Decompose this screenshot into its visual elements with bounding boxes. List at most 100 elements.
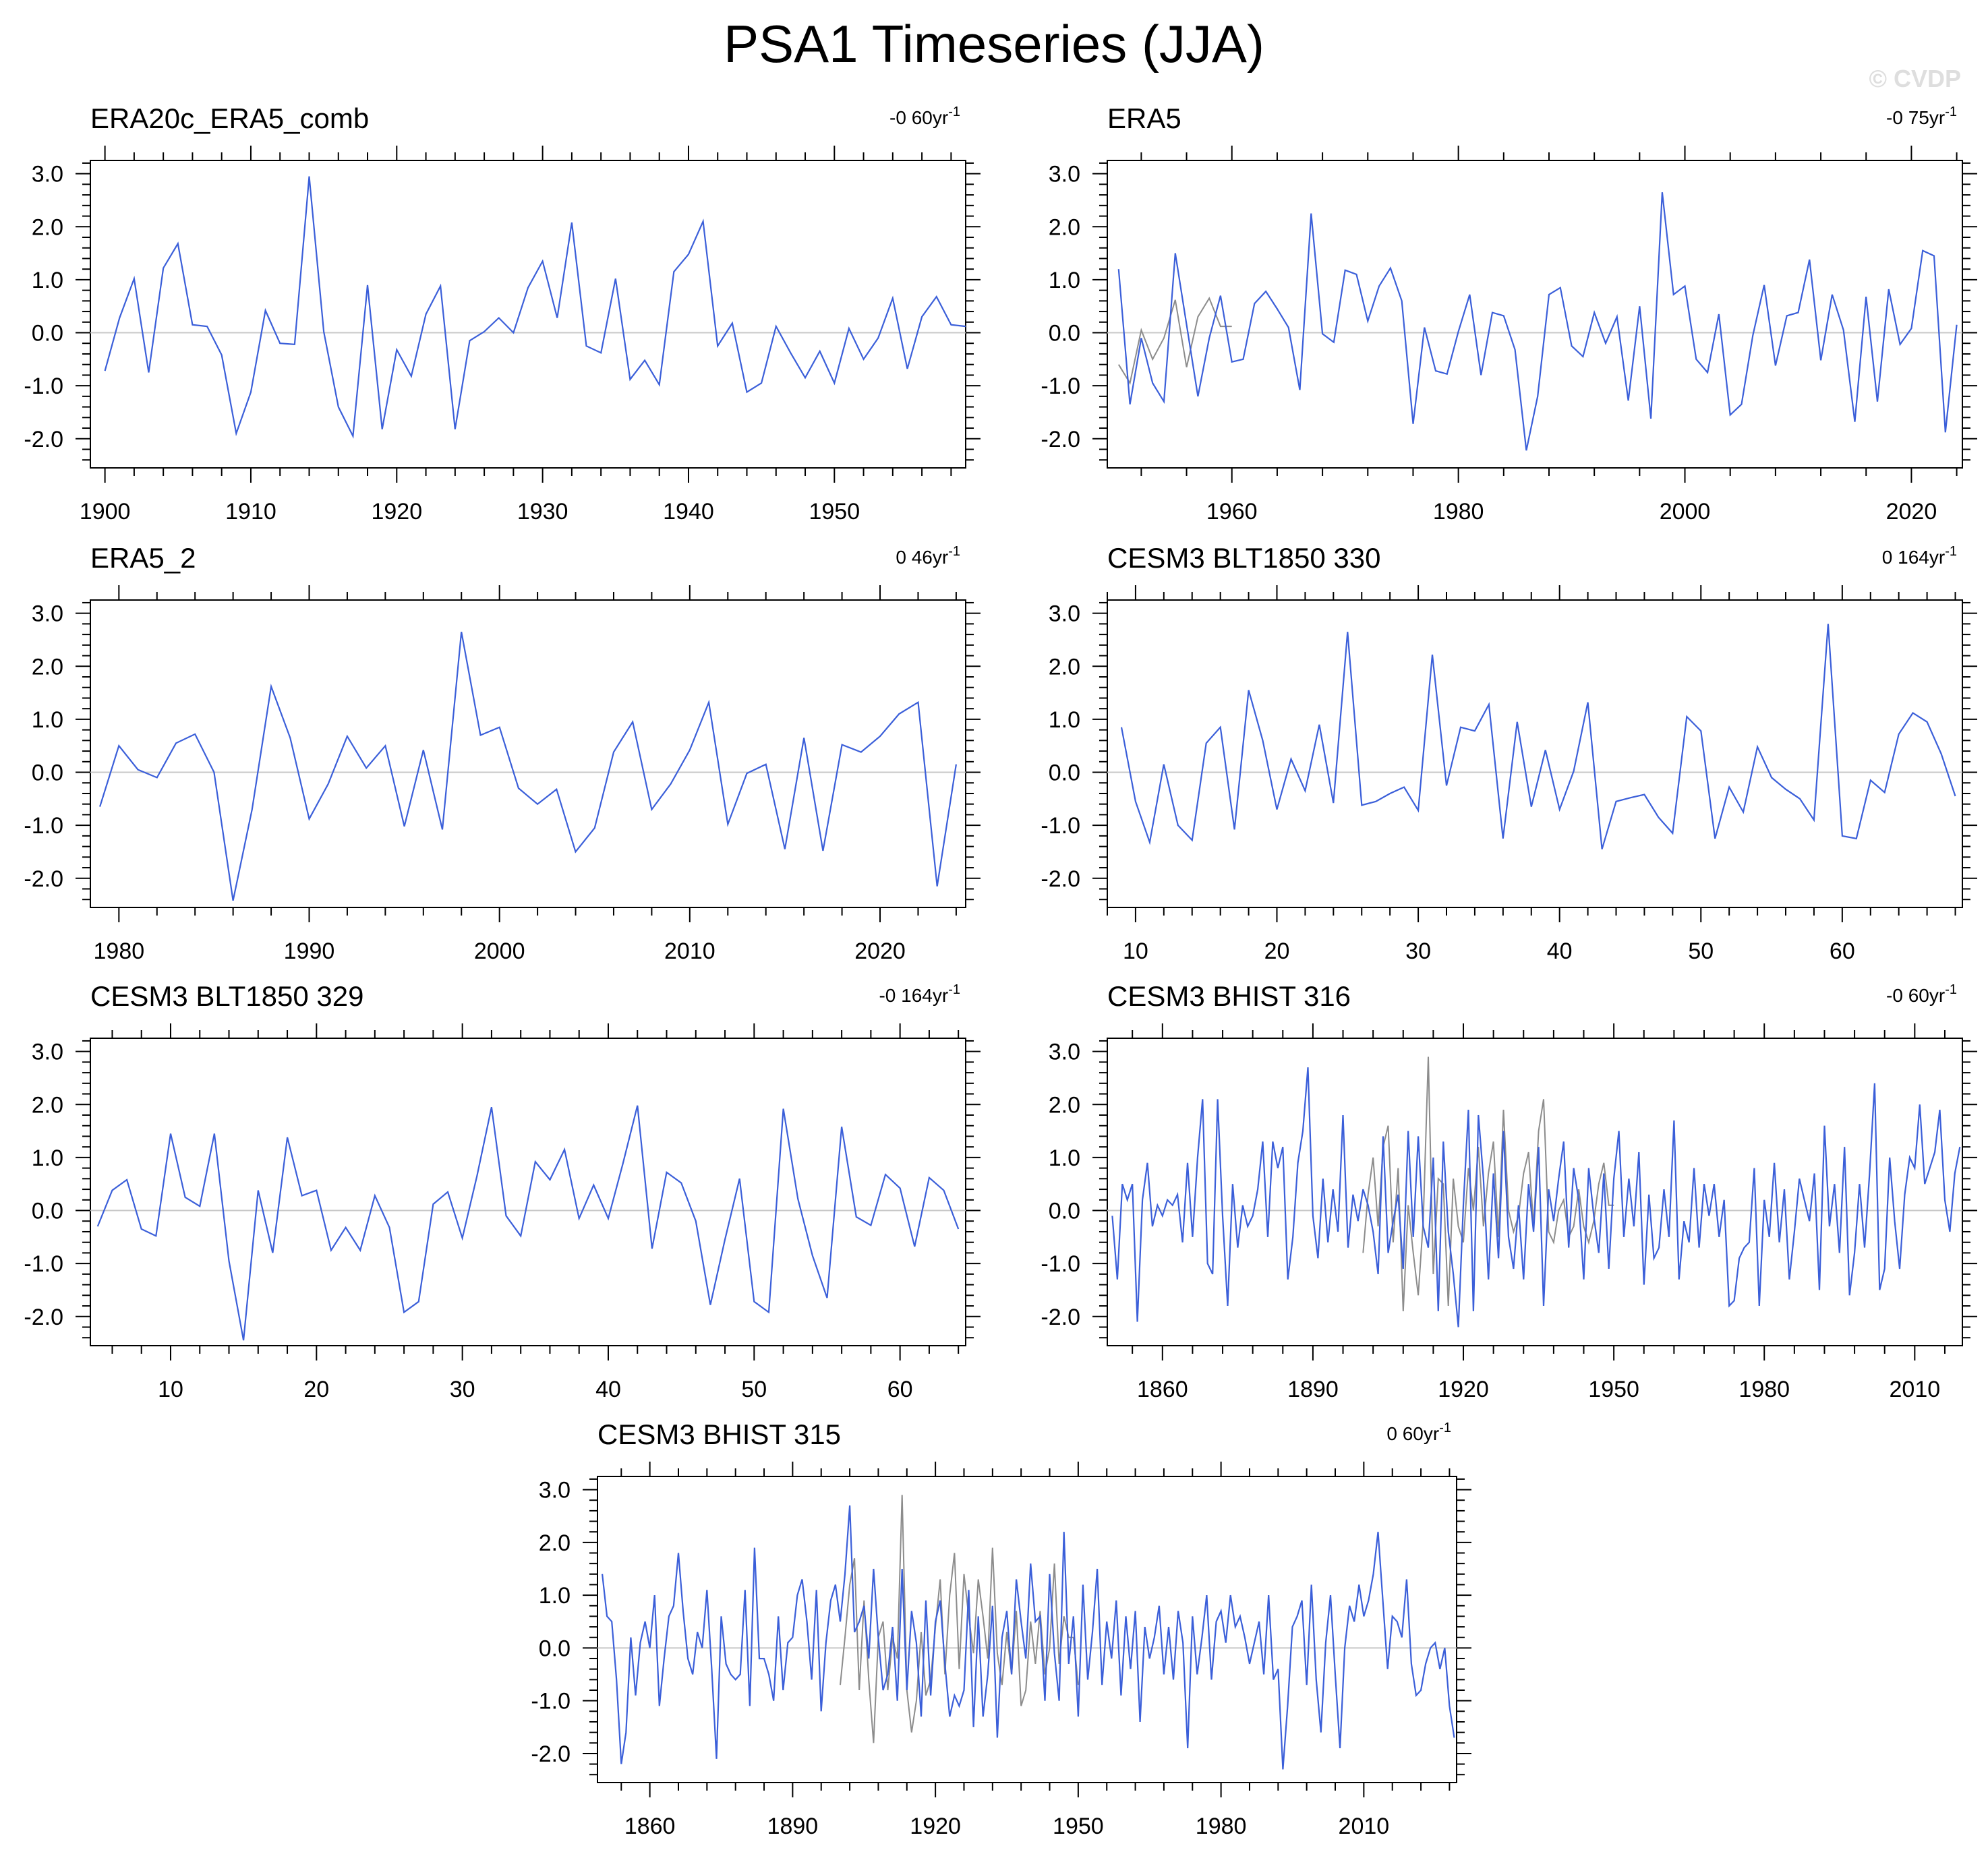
x-tick-label: 1910 [225,499,276,525]
x-tick-label: 1980 [1738,1377,1790,1402]
panel-title: CESM3 BHIST 316 [1107,980,1351,1012]
y-tick-label: -2.0 [24,866,63,892]
y-tick-label: -2.0 [1041,866,1080,892]
y-tick-label: 2.0 [32,654,63,680]
x-tick-label: 1980 [94,938,145,964]
y-tick-label: 1.0 [539,1583,571,1609]
y-tick-label: 3.0 [1049,162,1080,187]
x-tick-label: 50 [1688,938,1714,964]
plot-frame [90,1038,966,1346]
x-tick-label: 1950 [1588,1377,1639,1402]
y-tick-label: 0.0 [1049,1199,1080,1224]
panel-cesm3-bhist-316: -2.0 -1.0 0.0 1.0 2.0 3.0 1860 1890 1920 1950 1980… [1041,980,1977,1402]
plot-frame [597,1476,1457,1783]
plot-frame [90,160,966,469]
trend-label: -0 164yr-1 [879,982,960,1006]
panel-title: ERA20c_ERA5_comb [90,102,369,134]
x-tick-label: 1950 [809,499,860,525]
series-line [104,176,966,439]
series-line [1117,192,1958,451]
y-tick-label: -1.0 [1041,1251,1080,1277]
series-line [1111,1067,1961,1327]
panel-title: CESM3 BHIST 315 [597,1418,841,1450]
trend-label: -0 60yr-1 [1886,982,1957,1006]
panel-cesm3-bhist-315: -2.0 -1.0 0.0 1.0 2.0 3.0 1860 1890 1920 1950 1980… [531,1418,1471,1839]
trend-label: -0 60yr-1 [889,104,960,128]
plot-frame [1107,599,1963,908]
x-tick-label: 1920 [910,1814,961,1839]
panel-title: CESM3 BLT1850 329 [90,980,363,1012]
y-tick-label: 3.0 [1049,601,1080,627]
y-tick-label: 1.0 [1049,1145,1080,1171]
y-tick-label: 1.0 [32,1145,63,1171]
y-tick-label: 0.0 [1049,760,1080,786]
y-tick-label: -2.0 [531,1741,571,1767]
x-tick-label: 1860 [1137,1377,1188,1402]
x-tick-label: 10 [158,1377,183,1402]
y-tick-label: -1.0 [1041,813,1080,839]
x-tick-label: 2000 [474,938,525,964]
panel-cesm3-blt1850-329: -2.0 -1.0 0.0 1.0 2.0 3.0 10 20 30 40 50 60 CESM3 BL… [24,980,981,1402]
x-tick-label: 1900 [80,499,131,525]
watermark: © CVDP [1869,65,1961,92]
panel-era20c-era5-comb: -2.0 -1.0 0.0 1.0 2.0 3.0 1900 1910 1920 1930 1940… [24,102,981,525]
x-tick-label: 40 [595,1377,621,1402]
y-tick-label: -1.0 [531,1689,571,1714]
panel-title: ERA5 [1107,102,1181,134]
x-tick-label: 1930 [517,499,568,525]
series-line [99,632,957,901]
series-line [96,1105,960,1341]
y-tick-label: 0.0 [32,760,63,786]
plot-frame [90,599,966,908]
x-tick-label: 2010 [1890,1377,1941,1402]
x-tick-label: 1980 [1196,1814,1247,1839]
x-tick-label: 20 [1264,938,1290,964]
y-tick-label: -2.0 [24,427,63,452]
y-tick-label: -1.0 [24,373,63,399]
y-tick-label: -2.0 [24,1305,63,1330]
y-tick-label: 1.0 [1049,707,1080,733]
x-tick-label: 20 [303,1377,329,1402]
y-tick-label: 3.0 [32,1040,63,1065]
series-line [602,1505,1455,1770]
x-tick-label: 1940 [663,499,714,525]
series-line [1120,624,1956,849]
comparison-series-line [1362,1056,1614,1311]
y-tick-label: -1.0 [24,813,63,839]
y-tick-label: -1.0 [24,1251,63,1277]
y-tick-label: 2.0 [1049,1092,1080,1118]
trend-label: 0 60yr-1 [1386,1421,1451,1444]
y-tick-label: -2.0 [1041,427,1080,452]
x-tick-label: 60 [887,1377,913,1402]
trend-label: 0 46yr-1 [896,544,960,568]
y-tick-label: -2.0 [1041,1305,1080,1330]
y-tick-label: 1.0 [32,707,63,733]
x-tick-label: 1890 [767,1814,819,1839]
y-tick-label: 3.0 [1049,1040,1080,1065]
x-tick-label: 2010 [1339,1814,1390,1839]
y-tick-label: 2.0 [32,214,63,240]
x-tick-label: 1960 [1206,499,1258,525]
x-tick-label: 60 [1830,938,1855,964]
panel-era5-2: -2.0 -1.0 0.0 1.0 2.0 3.0 1980 1990 2000 2010 2020… [24,542,981,964]
plot-frame [1107,160,1963,469]
y-tick-label: 2.0 [32,1092,63,1118]
x-tick-label: 40 [1547,938,1573,964]
plot-frame [1107,1038,1963,1346]
panel-cesm3-blt1850-330: -2.0 -1.0 0.0 1.0 2.0 3.0 10 20 30 40 50 60 CESM3 BL… [1041,542,1977,964]
trend-label: -0 75yr-1 [1886,104,1957,128]
panel-title: ERA5_2 [90,542,196,574]
y-tick-label: 1.0 [32,268,63,293]
y-tick-label: 2.0 [539,1530,571,1556]
x-tick-label: 1920 [1438,1377,1489,1402]
y-tick-label: 3.0 [32,601,63,627]
x-tick-label: 1890 [1287,1377,1339,1402]
x-tick-label: 2020 [1886,499,1937,525]
y-tick-label: 0.0 [1049,321,1080,347]
y-tick-label: 0.0 [32,1199,63,1224]
y-tick-label: 3.0 [32,162,63,187]
figure-title: PSA1 Timeseries (JJA) [724,14,1264,73]
y-tick-label: 0.0 [539,1636,571,1661]
y-tick-label: 3.0 [539,1478,571,1503]
